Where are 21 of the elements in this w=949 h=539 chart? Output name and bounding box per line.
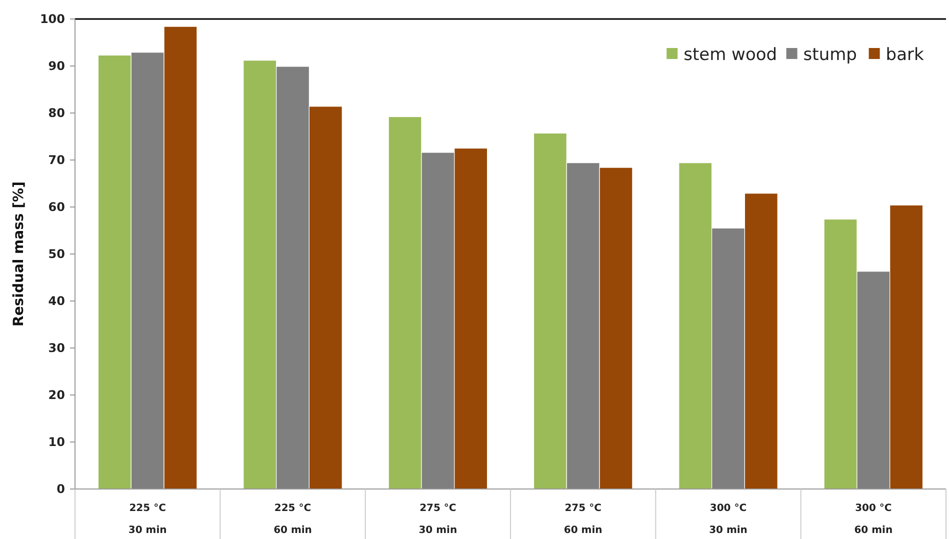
- y-tick-label: 60: [48, 200, 65, 214]
- y-tick-label: 10: [48, 435, 65, 450]
- x-tick-label: 300 °C 30 min: [709, 503, 748, 536]
- y-axis-title: Residual mass [%]: [11, 182, 27, 326]
- y-tick-label: 70: [48, 153, 65, 168]
- legend-label: stump: [803, 44, 857, 65]
- x-tick-label: 300 °C 60 min: [854, 503, 893, 536]
- x-tick-label: 225 °C 60 min: [274, 503, 312, 536]
- y-tick-label: 90: [48, 59, 65, 74]
- y-tick-label: 80: [48, 106, 65, 120]
- y-tick-label: 100: [40, 12, 65, 26]
- y-tick-label: 40: [48, 294, 65, 308]
- legend-label: bark: [886, 44, 924, 65]
- y-tick-label: 50: [48, 247, 65, 262]
- legend-label: stem wood: [684, 44, 778, 65]
- y-tick-label: 30: [48, 341, 65, 356]
- y-tick-label: 0: [56, 482, 65, 496]
- x-tick-label: 275 °C 30 min: [418, 503, 458, 536]
- y-tick-label: 20: [48, 388, 65, 402]
- x-tick-label: 275 °C 60 min: [564, 503, 602, 536]
- x-tick-label: 225 °C 30 min: [128, 503, 167, 536]
